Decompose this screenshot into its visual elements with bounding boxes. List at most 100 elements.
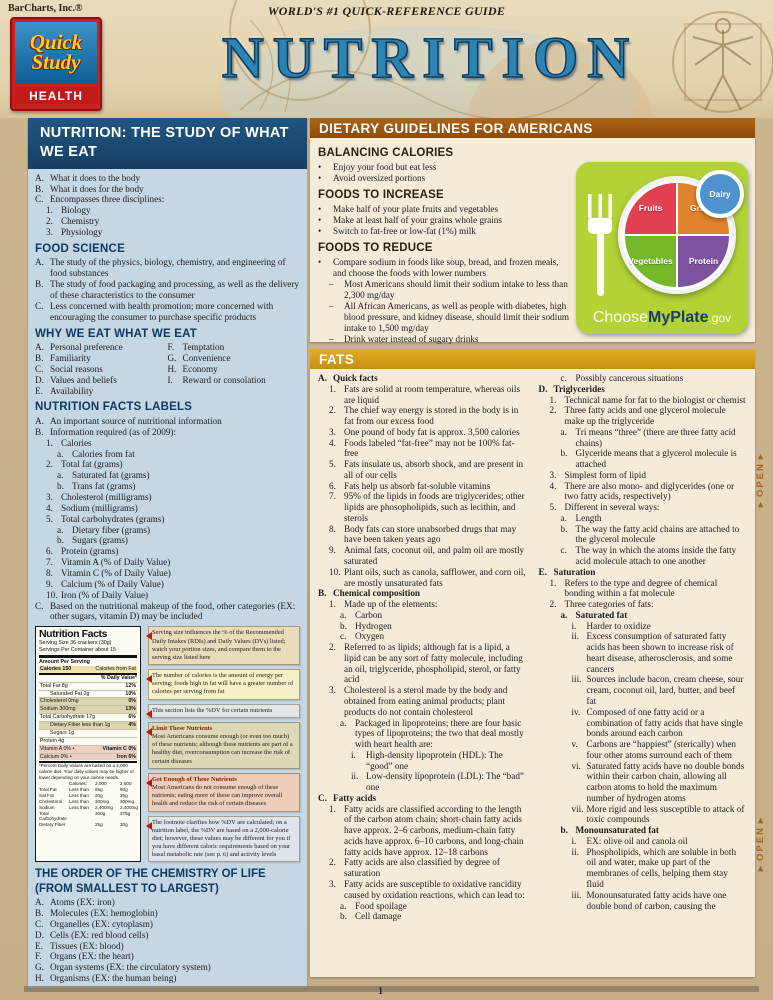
why-col2: F. Temptation G. Convenience H. Economy I. Rewa… — [168, 342, 301, 396]
nf-amount: Amount Per Serving — [39, 659, 90, 666]
list-item: C. Less concerned with health promotion; … — [35, 300, 274, 322]
list-item: 1. Fats are solid at room temperature, wh… — [329, 383, 521, 405]
nutrition-label-figure: Nutrition Facts Serving Size 36 crackers… — [35, 626, 300, 863]
list-item: iii. Sources include bacon, cream cheese,… — [571, 674, 744, 706]
study-list: A. What it does to the body B. What it does… — [35, 173, 300, 238]
list-item: C. Based on the nutritional makeup of the… — [35, 600, 296, 622]
list-item: b. Glyceride means that a glycerol molecu… — [560, 448, 737, 470]
list-item: C. Encompasses three disciplines: — [35, 194, 165, 205]
list-item: B. Familiarity — [35, 352, 91, 363]
list-item: b. Sugars (grams) — [57, 535, 128, 546]
section-header-dietary: DIETARY GUIDELINES FOR AMERICANS — [310, 118, 755, 138]
list-item: i. EX: olive oil and canola oil — [571, 835, 688, 846]
list-item: C. Fatty acids — [318, 792, 377, 803]
list-item: a. Tri means “three” (there are three fat… — [560, 426, 736, 448]
myplate-vegetables: Vegetables — [625, 236, 676, 287]
list-item: v. Carbons are “happiest” (sterically) wh… — [571, 739, 737, 760]
heading-balancing-calories: BALANCING CALORIES — [318, 147, 454, 159]
dietary-body: BALANCING CALORIES • Enjoy your food but … — [310, 138, 755, 344]
nf-servings-per: Servings Per Container about 15 — [39, 647, 116, 654]
list-item: B. The study of food packaging and proces… — [35, 279, 300, 300]
list-item: • Make half of your plate fruits and vege… — [318, 203, 499, 214]
nf-table-row: Total Carbohydrate 300g 375g — [39, 810, 131, 822]
nf-row: Dietary Fiber less than 1g 4% — [39, 721, 137, 729]
nf-calories: Calories 150 — [40, 665, 72, 672]
list-item: 1. Refers to the type and degree of chemi… — [549, 577, 718, 599]
list-item: 10. Plant oils, such as canola, safflower… — [329, 566, 526, 588]
page-number: 1 — [378, 986, 383, 997]
open-tab: ▼OPEN▼ — [755, 449, 766, 511]
list-item: B. Molecules (EX: hemoglobin) — [35, 908, 158, 919]
nf-table-row: Cholesterol Less than 300mg 300mg — [39, 798, 135, 804]
fats-col2: c. Possibly cancerous situations D. Triglyc… — [539, 373, 748, 973]
list-item: F. Temptation — [167, 342, 225, 353]
nf-row: Saturated Fat 2g 10% — [39, 689, 137, 698]
list-item: b. Hydrogen — [340, 620, 392, 631]
annotation-callout: Limit These Nutrients Most Americans cons… — [146, 721, 300, 769]
sheet-bottom-edge — [24, 986, 759, 992]
myplate-graphic: Fruits Grains Vegetables Protein Dairy C… — [576, 162, 748, 334]
list-item: 5. Different in several ways: — [549, 502, 660, 513]
list-item: • Avoid oversized portions — [318, 172, 426, 183]
chem-title-line2: (FROM SMALLEST TO LARGEST) — [35, 882, 219, 895]
nf-row: Sugars 1g — [39, 728, 137, 737]
list-item: G. Convenience — [167, 352, 231, 363]
chemistry-list: A. Atoms (EX: iron) B. Molecules (EX: hemog… — [35, 897, 300, 984]
list-item: A. What it does to the body — [35, 172, 141, 183]
list-item: 9. Calcium (% of Daily Value) — [46, 578, 164, 589]
list-item: 3. Cholesterol (milligrams) — [46, 492, 152, 502]
list-item: 2. Referred to as lipids; although fat is… — [329, 642, 523, 685]
quickstudy-logo: Quick Study HEALTH — [10, 17, 102, 111]
url-choose: Choose — [592, 308, 648, 326]
list-item: A. Quick facts — [318, 373, 378, 383]
list-item: A. The study of the physics, biology, che… — [35, 257, 286, 279]
list-item: 2. Chemistry — [46, 216, 100, 227]
myplate-fruits: Fruits — [625, 183, 676, 234]
list-item: • Compare sodium in foods like soup, brea… — [318, 256, 559, 278]
nf-footnote: *Percent Daily Values are based on a 2,0… — [39, 761, 137, 780]
list-item: C. Organelles (EX: cytoplasm) — [35, 918, 153, 929]
annotation-callout: The footnote clarifies how %DV are calcu… — [146, 815, 300, 863]
nf-row: Vitamin A 0% • Vitamin C 0% — [39, 744, 137, 753]
heading-food-science: FOOD SCIENCE — [35, 242, 125, 255]
labels-list: A. An important source of nutritional inf… — [35, 416, 300, 622]
nf-table-row: Sat Fat Less than 20g 25g — [39, 792, 128, 798]
list-item: a. Saturated fat — [560, 609, 628, 620]
list-item: 9. Animal fats, coconut oil, and palm oil… — [329, 545, 525, 567]
list-item: • Switch to fat-free or low-fat (1%) milk — [318, 225, 476, 236]
page-title: NUTRITION — [221, 24, 639, 91]
list-item: 8. Vitamin C (% of Daily Value) — [46, 568, 171, 579]
list-item: I. Reward or consolation — [167, 374, 266, 385]
list-item: ii. Low-density lipoprotein (LDL): The “b… — [351, 771, 525, 793]
list-item: i. Harder to oxidize — [571, 620, 651, 631]
chem-title-line1: THE ORDER OF THE CHEMISTRY OF LIFE — [35, 868, 266, 881]
fats-col1: A. Quick facts 1. Fats are solid at room te… — [318, 373, 527, 973]
list-item: D. Cells (EX: red blood cells) — [35, 929, 149, 940]
nutrition-facts-label: Nutrition Facts Serving Size 36 crackers… — [35, 626, 141, 863]
list-item: C. Social reasons — [35, 363, 103, 374]
list-item: 1. Technical name for fat to the biologis… — [549, 394, 746, 405]
url-gov: .gov — [708, 310, 732, 325]
nf-table-head: Calories: 2,000 2,500 — [69, 780, 132, 786]
list-item: B. What it does for the body — [35, 183, 144, 194]
section-header-study: NUTRITION: THE STUDY OF WHAT WE EAT — [28, 118, 307, 169]
list-item: 2. The chief way energy is stored in the … — [329, 405, 519, 427]
list-item: 1. Made up of the elements: — [329, 599, 438, 610]
list-item: a. Saturated fat (grams) — [57, 470, 150, 481]
logo-line2: Study — [31, 50, 81, 74]
list-item: 4. There are also mono- and diglycerides … — [549, 480, 735, 502]
list-item: E. Availability — [35, 385, 94, 396]
list-item: b. The way the fatty acid chains are atta… — [560, 523, 740, 545]
list-item: 10. Iron (% of Daily Value) — [46, 589, 149, 600]
logo-line1: Quick — [29, 30, 83, 55]
list-item: H. Economy — [167, 363, 218, 374]
list-item: 3. Fatty acids are susceptible to oxidati… — [329, 878, 525, 900]
list-item: – Drink water instead of sugary drinks — [329, 333, 479, 344]
open-tab: ▼OPEN▼ — [755, 813, 766, 875]
list-item: a. Length — [560, 512, 602, 523]
list-item: 3. Physiology — [46, 226, 103, 237]
nf-row: Protein 4g — [39, 736, 137, 745]
heading-why-we-eat: WHY WE EAT WHAT WE EAT — [35, 327, 197, 340]
list-item: a. Food spoilage — [340, 900, 407, 911]
list-item: B. Chemical composition — [318, 588, 421, 599]
